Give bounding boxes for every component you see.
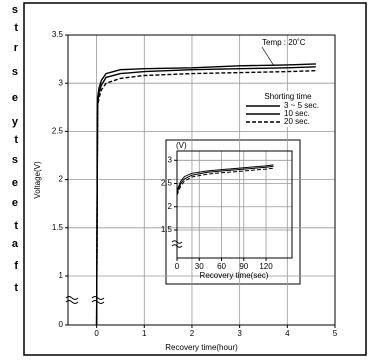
legend-title: Shorting time [264,92,312,101]
side-text: a [12,238,19,250]
side-text: t [14,22,18,34]
y-tick-label: 3 [59,78,64,87]
side-text: t [14,134,18,146]
legend-label: 10 sec. [284,109,310,118]
x-tick-label: 30 [195,262,204,271]
x-axis-label: Recovery time(sec) [200,271,269,280]
legend-label: 3 ~ 5 sec. [284,101,319,110]
series-line [95,63,316,326]
side-text: e [12,197,18,209]
inset-frame [165,139,301,285]
side-text: s [12,4,18,16]
series-line [95,70,316,326]
side-text: y [12,116,19,128]
x-axis-label: Recovery time(hour) [165,343,238,352]
y-axis-label: Voltage(V) [33,161,42,199]
y-tick-label: 3 [168,155,173,164]
x-tick-label: 1 [142,329,147,338]
y-tick-label: 2.5 [52,127,64,136]
annotation: Temp : 20˚C [262,38,306,47]
side-text: t [14,282,18,294]
series-line [95,66,316,326]
side-text: r [14,42,19,54]
y-tick-label: 3.5 [52,30,64,39]
side-text: e [12,92,18,104]
legend-label: 20 sec. [284,117,310,126]
y-axis-label: (V) [176,141,187,150]
side-text: s [12,66,18,78]
y-tick-label: 2 [59,175,64,184]
series-line [176,164,274,191]
x-tick-label: 2 [190,329,195,338]
x-tick-label: 3 [237,329,242,338]
x-tick-label: 60 [217,262,226,271]
y-tick-label: 1.5 [52,223,64,232]
side-text: e [12,177,18,189]
y-tick-label: 1.5 [161,225,173,234]
x-tick-label: 5 [333,329,338,338]
x-tick-label: 4 [285,329,290,338]
plot-border [176,150,293,259]
y-tick-label: 2 [168,202,173,211]
x-tick-label: 0 [94,329,99,338]
legend-box [243,91,329,127]
series-line [176,167,274,196]
x-tick-label: 0 [175,262,180,271]
y-tick-label: 2.5 [161,179,173,188]
y-tick-label: 1 [59,271,64,280]
series-line [176,165,274,193]
plot-border [67,34,336,326]
side-text: s [12,154,18,166]
side-text: f [14,260,18,272]
y-tick-label: 0 [59,320,64,329]
x-tick-label: 120 [259,262,273,271]
x-tick-label: 90 [239,262,248,271]
annotation-leader [261,46,275,67]
side-text: t [14,220,18,232]
